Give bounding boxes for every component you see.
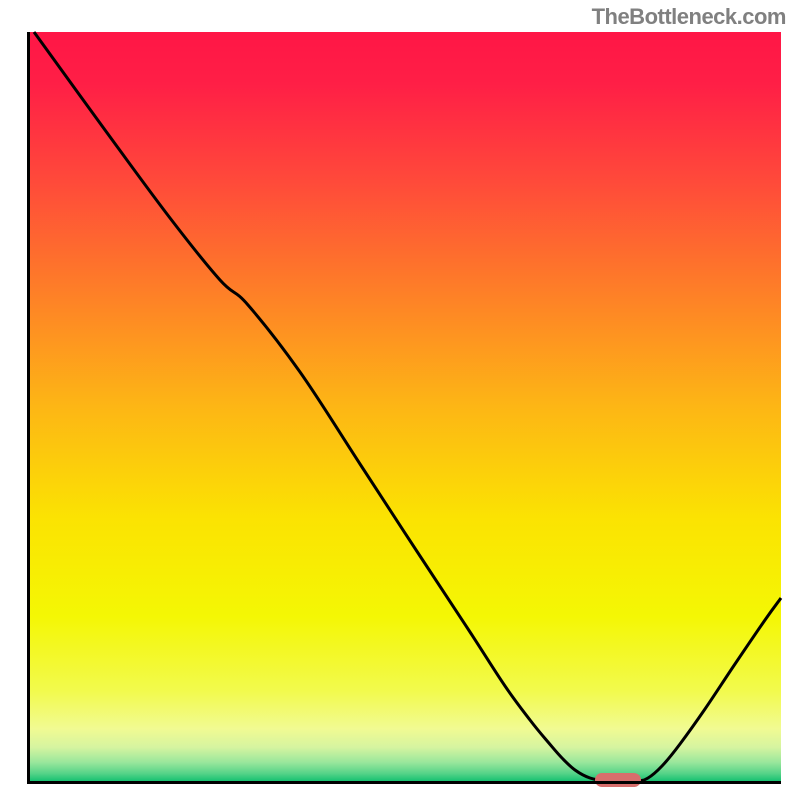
axis-frame	[27, 32, 781, 784]
chart-container: { "watermark": { "text": "TheBottleneck.…	[0, 0, 800, 800]
